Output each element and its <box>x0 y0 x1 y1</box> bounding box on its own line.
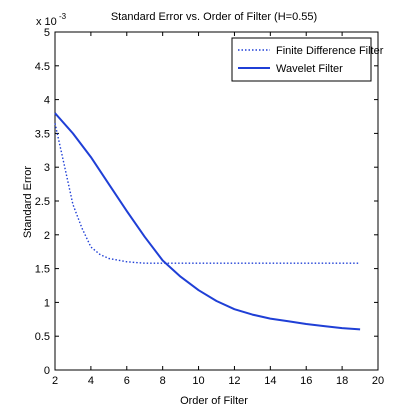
chart-title: Standard Error vs. Order of Filter (H=0.… <box>111 11 317 23</box>
y-exponent-label: x 10 -3 <box>36 12 67 28</box>
x-tick-label: 16 <box>300 375 312 387</box>
x-tick-label: 10 <box>192 375 204 387</box>
x-tick-label: 6 <box>124 375 130 387</box>
y-tick-label: 5 <box>44 27 50 39</box>
axis-ticks: 2 4 6 8 10 12 14 16 18 20 0 0.5 1 1.5 2 2.5 3 3.5 4 4.5 5 <box>35 27 384 387</box>
y-tick-label: 3.5 <box>35 128 50 140</box>
x-tick-label: 12 <box>228 375 240 387</box>
x-tick-label: 8 <box>160 375 166 387</box>
x-axis-label: Order of Filter <box>180 395 248 407</box>
x-tick-label: 2 <box>52 375 58 387</box>
plot-area <box>54 31 379 371</box>
y-tick-label: 1 <box>44 297 50 309</box>
plot-frame <box>54 31 379 371</box>
y-tick-label: 1.5 <box>35 264 50 276</box>
y-tick-label: 3 <box>44 162 50 174</box>
y-tick-label: 2.5 <box>35 196 50 208</box>
y-tick-label: 4 <box>44 95 50 107</box>
legend: Finite Difference Filter Wavelet Filter <box>231 37 384 82</box>
x-tick-label: 18 <box>336 375 348 387</box>
y-tick-label: 0.5 <box>35 331 50 343</box>
y-tick-label: 2 <box>44 230 50 242</box>
y-exponent-base: x 10 <box>36 16 57 28</box>
legend-box <box>231 37 372 82</box>
x-tick-label: 20 <box>372 375 384 387</box>
y-tick-label: 0 <box>44 365 50 377</box>
x-tick-label: 4 <box>88 375 94 387</box>
legend-entry: Wavelet Filter <box>276 63 343 75</box>
y-exponent-power: -3 <box>59 12 67 21</box>
series-group <box>54 112 361 331</box>
y-tick-label: 4.5 <box>35 61 50 73</box>
series-line-1 <box>54 112 361 331</box>
x-tick-label: 14 <box>264 375 276 387</box>
y-axis-label: Standard Error <box>22 166 34 238</box>
legend-entry: Finite Difference Filter <box>276 45 384 57</box>
